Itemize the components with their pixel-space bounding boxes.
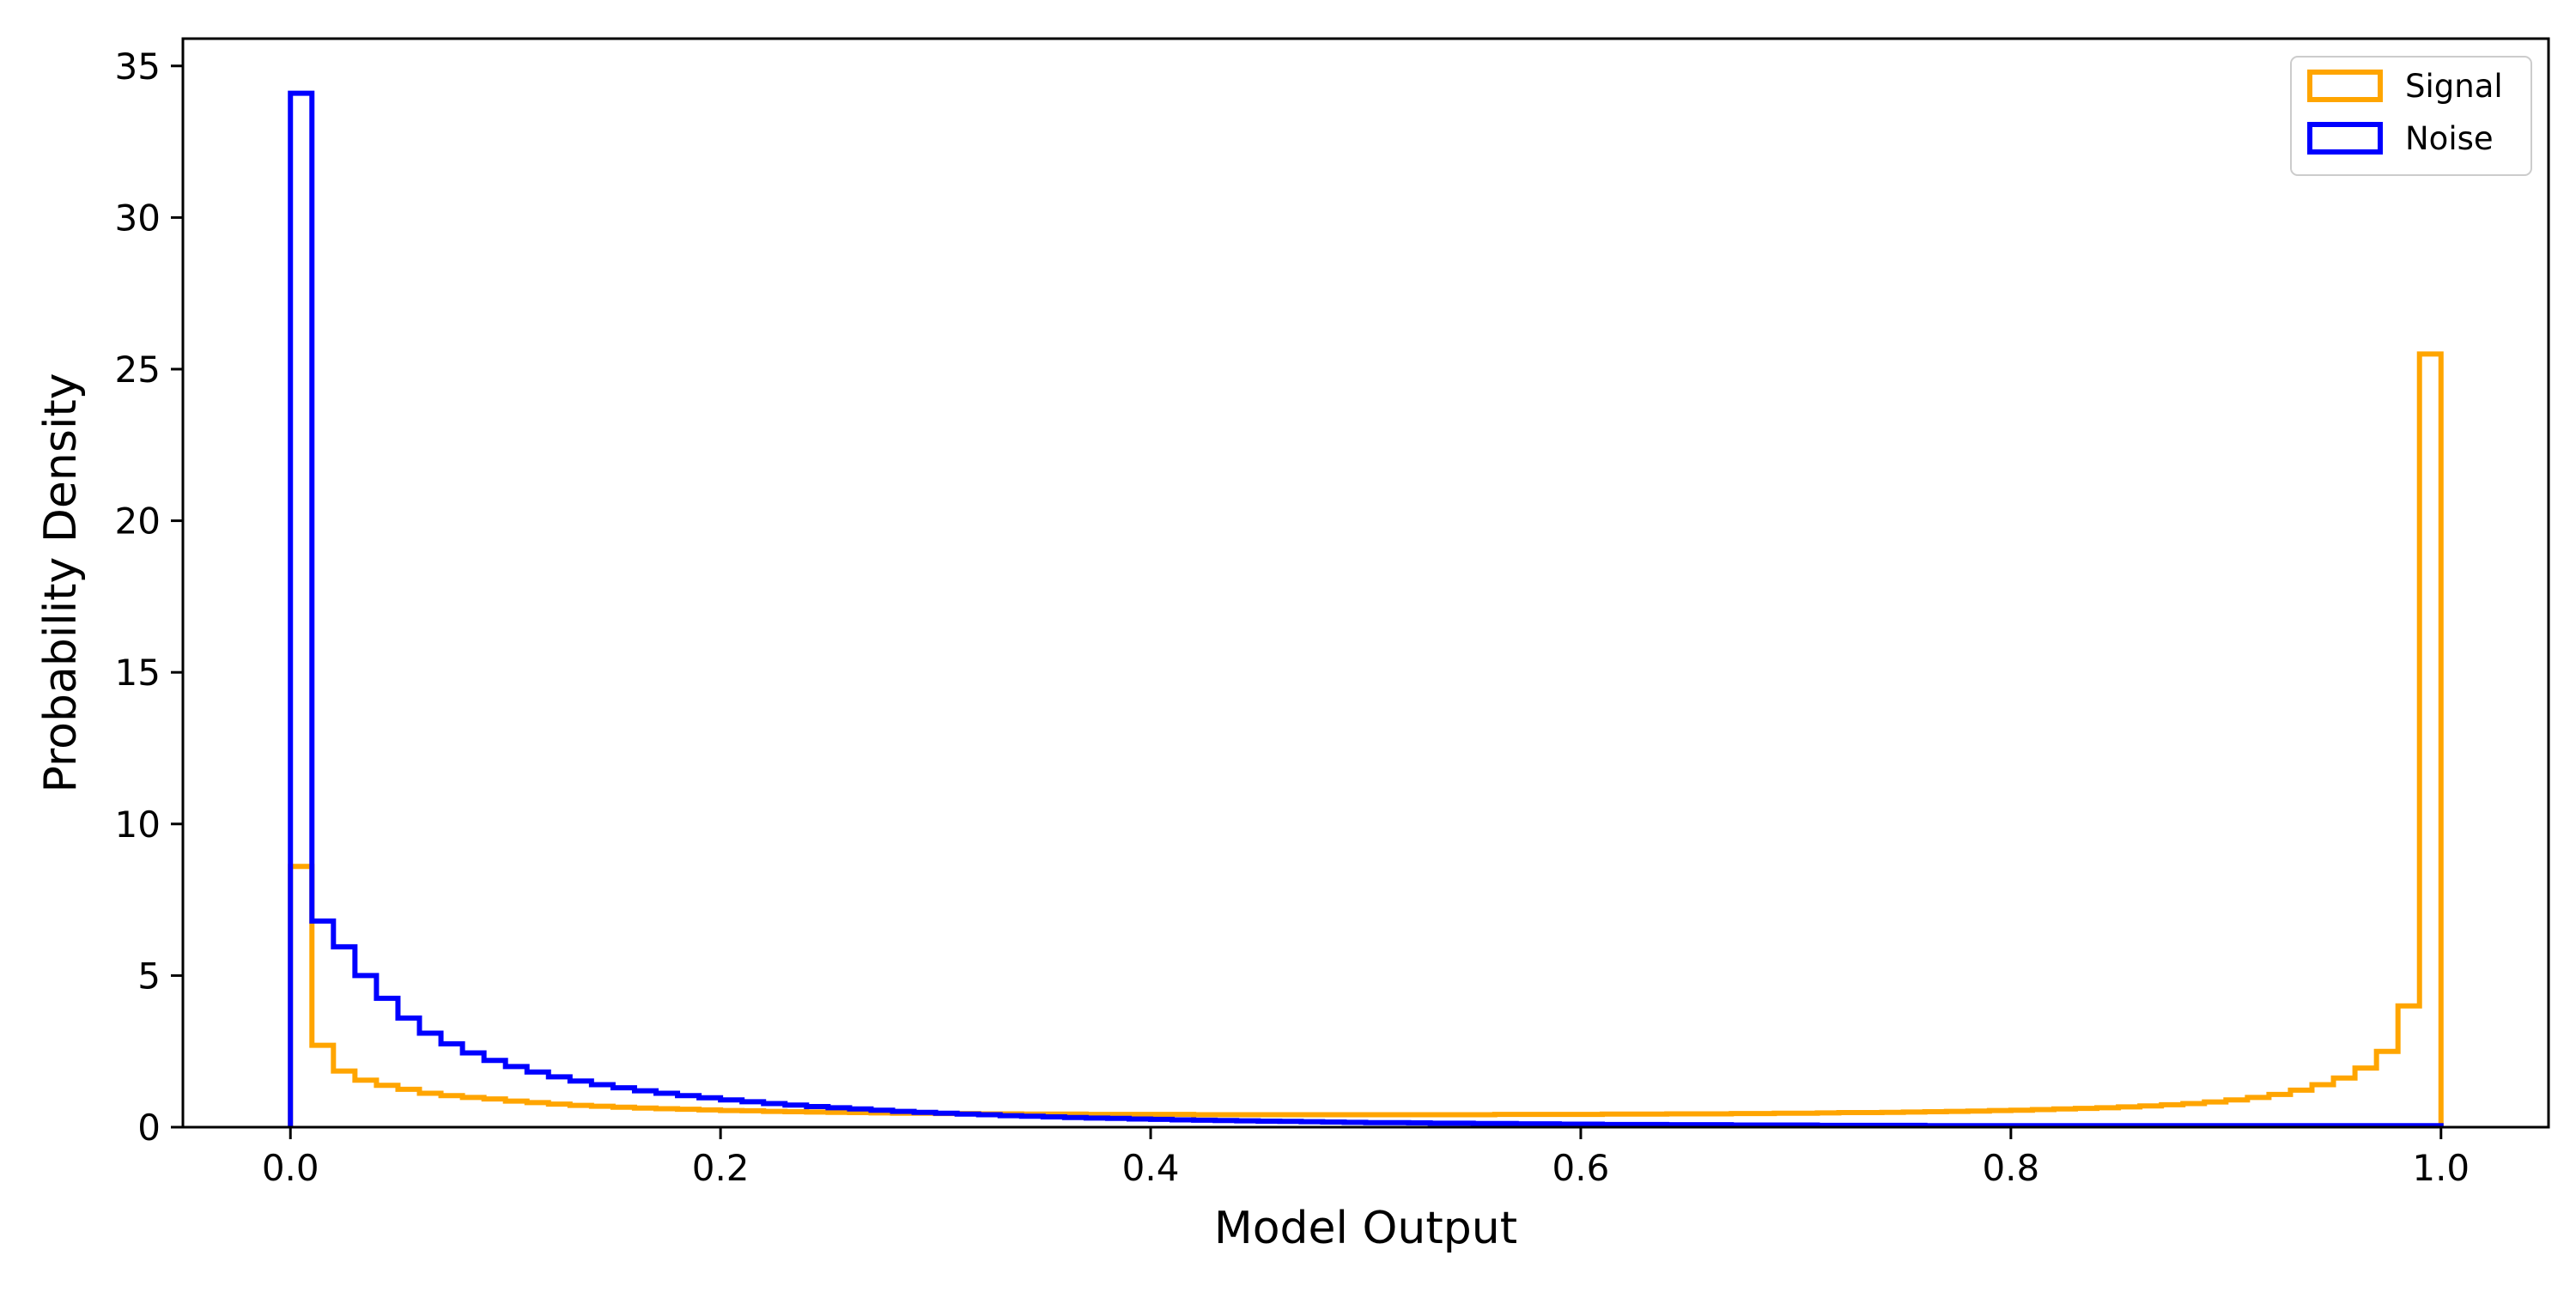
legend-swatch-noise bbox=[2307, 122, 2383, 155]
y-tick-label: 25 bbox=[115, 349, 161, 391]
legend: Signal Noise bbox=[2290, 56, 2532, 176]
legend-label-noise: Noise bbox=[2405, 120, 2494, 157]
x-tick-label: 0.0 bbox=[262, 1147, 319, 1189]
x-axis: 0.0 0.2 0.4 0.6 0.8 1.0 bbox=[262, 1127, 2470, 1189]
y-tick-label: 5 bbox=[137, 955, 161, 997]
y-tick-label: 20 bbox=[115, 500, 161, 543]
x-tick-label: 0.8 bbox=[1982, 1147, 2039, 1189]
y-axis: 0 5 10 15 20 25 30 35 bbox=[115, 45, 183, 1149]
y-tick-label: 35 bbox=[115, 45, 161, 88]
plot-frame bbox=[181, 37, 2550, 1129]
y-tick-label: 0 bbox=[137, 1107, 161, 1149]
noise-histogram-outline bbox=[288, 90, 2444, 1129]
y-tick-label: 30 bbox=[115, 197, 161, 239]
x-tick-label: 0.6 bbox=[1552, 1147, 1610, 1189]
y-axis-label: Probability Density bbox=[35, 373, 87, 792]
x-tick-label: 1.0 bbox=[2412, 1147, 2470, 1189]
legend-swatch-signal bbox=[2307, 70, 2383, 102]
signal-histogram-outline bbox=[288, 351, 2444, 1127]
y-tick-label: 15 bbox=[115, 652, 161, 694]
x-tick-label: 0.2 bbox=[692, 1147, 750, 1189]
legend-items: Signal Noise bbox=[2307, 68, 2503, 157]
y-tick-label: 10 bbox=[115, 804, 161, 846]
legend-label-signal: Signal bbox=[2405, 68, 2503, 105]
x-tick-label: 0.4 bbox=[1122, 1147, 1180, 1189]
legend-box bbox=[2290, 56, 2532, 176]
x-axis-label: Model Output bbox=[1214, 1203, 1517, 1254]
series-layer bbox=[288, 90, 2444, 1129]
